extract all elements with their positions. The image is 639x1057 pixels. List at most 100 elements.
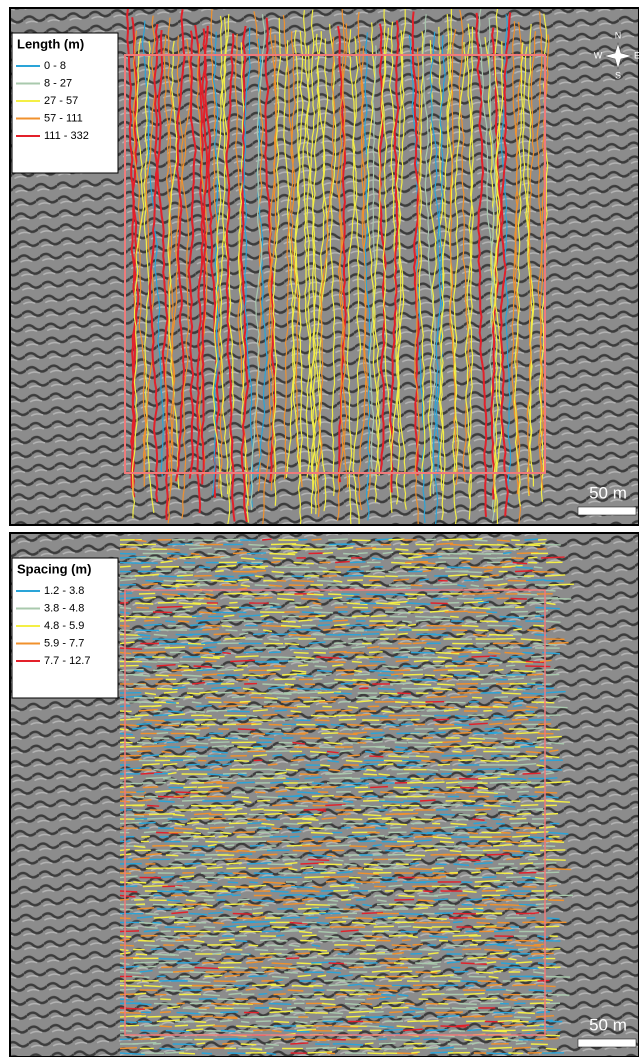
spacing-segment [120,746,142,747]
spacing-segment [483,850,499,851]
spacing-segment [120,1025,139,1026]
spacing-segment [262,539,272,540]
spacing-segment [548,995,569,996]
spacing-segment [151,558,163,559]
spacing-segment [363,1022,379,1023]
spacing-segment [120,783,142,784]
spacing-segment [323,572,341,573]
spacing-segment [524,868,538,869]
spacing-segment [434,607,446,608]
spacing-segment [388,980,401,981]
spacing-segment [366,594,386,595]
spacing-segment [445,958,464,959]
spacing-segment [264,971,274,972]
spacing-segment [281,842,294,843]
spacing-segment [135,1016,147,1017]
spacing-segment [540,850,565,851]
spacing-segment [300,774,318,775]
spacing-segment [405,855,425,856]
spacing-segment [489,1048,512,1049]
spacing-segment [233,832,255,833]
spacing-segment [502,693,521,694]
spacing-segment [531,832,549,833]
spacing-segment [265,1048,274,1049]
spacing-segment [399,554,422,555]
spacing-segment [341,710,352,711]
spacing-segment [329,652,346,653]
spacing-segment [185,697,193,698]
spacing-segment [367,1053,385,1054]
spacing-segment [462,949,481,950]
spacing-segment [359,959,376,960]
spacing-segment [527,674,542,675]
spacing-segment [217,873,234,874]
spacing-segment [236,926,246,927]
spacing-segment [173,1044,195,1045]
spacing-segment [428,962,441,963]
spacing-segment [382,878,394,879]
spacing-segment [412,944,422,945]
scale-bar [578,507,636,515]
spacing-segment [222,1043,234,1044]
spacing-segment [286,779,299,780]
spacing-segment [158,602,177,603]
spacing-segment [499,801,513,802]
spacing-segment [471,1012,494,1013]
spacing-segment [277,698,290,699]
spacing-segment [352,662,362,663]
spacing-segment [531,953,554,954]
spacing-segment [534,567,542,568]
spacing-segment [433,877,446,878]
spacing-segment [416,1012,425,1013]
spacing-segment [185,863,201,864]
spacing-segment [153,923,162,924]
spacing-segment [327,855,336,856]
spacing-segment [401,932,418,933]
spacing-segment [229,602,237,603]
spacing-segment [358,841,375,842]
spacing-segment [297,823,311,824]
spacing-segment [340,959,361,960]
spacing-segment [512,719,528,720]
spacing-segment [343,909,359,910]
spacing-segment [319,823,332,824]
spacing-segment [269,989,283,990]
spacing-segment [344,819,363,820]
spacing-segment [151,706,161,707]
spacing-segment [293,994,314,995]
spacing-segment [399,914,423,915]
spacing-segment [531,824,545,825]
spacing-segment [138,638,150,639]
spacing-segment [213,917,237,918]
spacing-segment [161,877,174,878]
spacing-segment [315,720,330,721]
spacing-segment [525,666,550,667]
spacing-segment [226,868,245,869]
spacing-segment [189,890,210,891]
spacing-segment [241,1022,249,1023]
spacing-segment [521,805,539,806]
spacing-segment [210,742,229,743]
spacing-segment [276,935,284,936]
spacing-segment [438,1004,448,1005]
spacing-segment [481,998,498,999]
spacing-segment [200,571,211,572]
spacing-segment [390,683,412,684]
spacing-segment [120,620,135,621]
spacing-segment [425,850,438,851]
spacing-segment [380,881,397,882]
spacing-segment [304,662,319,663]
spacing-segment [353,684,369,685]
spacing-segment [334,693,352,694]
spacing-segment [422,981,446,982]
spacing-segment [120,755,143,756]
spacing-segment [388,854,409,855]
spacing-segment [305,648,328,649]
spacing-segment [371,616,387,617]
spacing-segment [306,905,330,906]
spacing-segment [323,553,333,554]
spacing-segment [420,800,436,801]
spacing-segment [401,738,412,739]
spacing-segment [411,779,424,780]
spacing-segment [515,980,540,981]
